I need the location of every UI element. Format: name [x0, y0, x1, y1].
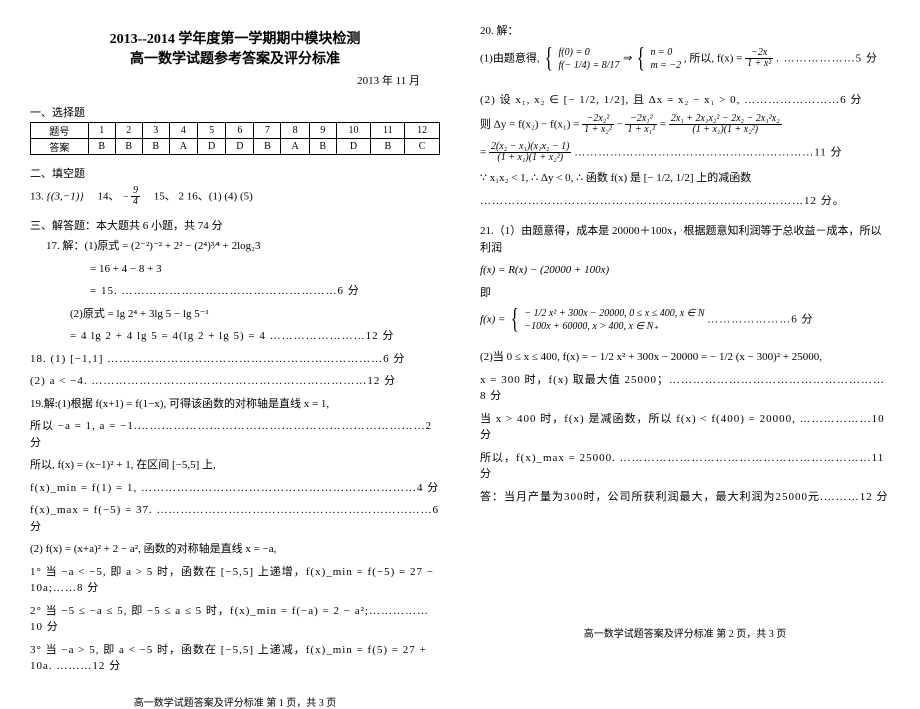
page-footer-right: 高一数学试题答案及评分标准 第 2 页，共 3 页: [480, 609, 890, 640]
table-row: 题号 1 2 3 4 5 6 7 8 9 10 11 12: [31, 123, 440, 139]
table-row: 答案 B B B A D D B A B D B C: [31, 139, 440, 155]
q21-line: x = 300 时，f(x) 取最大值 25000；………………………………………: [480, 372, 890, 405]
section-fill: 二、填空题: [30, 165, 440, 181]
q19-line: 1° 当 −a < −5, 即 a > 5 时，函数在 [−5,5] 上递增，f…: [30, 564, 440, 597]
q17-step: = 16 + 4 − 8 + 3: [30, 261, 440, 278]
q19-line: (2) f(x) = (x+a)² + 2 − a², 函数的对称轴是直线 x …: [30, 541, 440, 558]
exam-title-2: 高一数学试题参考答案及评分标准: [30, 48, 440, 68]
q20-p1: (1)由题意得, { f(0) = 0 f(− 1/4) = 8/17 ⇒ { …: [480, 46, 890, 72]
exam-title-1: 2013--2014 学年度第一学期期中模块检测: [30, 28, 440, 48]
brace-icon: {: [637, 46, 645, 71]
q19-line: 所以 −a = 1, a = −1.……………………………………………………………: [30, 418, 440, 451]
right-page: 20. 解： (1)由题意得, { f(0) = 0 f(− 1/4) = 8/…: [480, 20, 890, 640]
page-footer-left: 高一数学试题答案及评分标准 第 1 页，共 3 页: [30, 678, 440, 709]
left-page: 2013--2014 学年度第一学期期中模块检测 高一数学试题参考答案及评分标准…: [30, 20, 440, 640]
q20-head: 20. 解：: [480, 23, 890, 40]
q21-line: 21.（1）由题意得，成本是 20000＋100x，根据题意知利润等于总收益－成…: [480, 223, 890, 256]
q20-p2d-tail: ………………………………………………………………………12 分。: [480, 193, 890, 210]
q20-p2b: 则 Δy = f(x₂) − f(x₁) = −2x₂²1 + x₂² − −2…: [480, 114, 890, 136]
q20-p2a: (2) 设 x₁, x₂ ∈ [− 1/2, 1/2], 且 Δx = x₂ −…: [480, 92, 890, 109]
q17-part2: (2)原式 = lg 2⁴ + 3lg 5 − lg 5⁻¹: [30, 306, 440, 323]
brace-icon: {: [511, 307, 519, 332]
mc-table: 题号 1 2 3 4 5 6 7 8 9 10 11 12 答案 B B B A…: [30, 122, 440, 155]
q21-piecewise: f(x) = { − 1/2 x² + 300x − 20000, 0 ≤ x …: [480, 307, 890, 333]
q19-line: f(x)_min = f(1) = 1, ……………………………………………………: [30, 480, 440, 497]
q21-line: 当 x > 400 时，f(x) 是减函数，所以 f(x) < f(400) =…: [480, 411, 890, 444]
q17-step: = 4 lg 2 + 4 lg 5 = 4(lg 2 + lg 5) = 4 ……: [30, 328, 440, 345]
mc-answer-label: 答案: [31, 139, 89, 155]
fill-line: 13. {(3,−1)} 14、 −94 15、 2 16、(1) (4) (5…: [30, 186, 440, 208]
q18-1: 18. (1) [−1,1] ……………………………………………………………6 …: [30, 351, 440, 368]
q21-line: (2)当 0 ≤ x ≤ 400, f(x) = − 1/2 x² + 300x…: [480, 349, 890, 366]
section-mc: 一、选择题: [30, 104, 440, 120]
exam-date: 2013 年 11 月: [30, 72, 420, 88]
q20-p2c: = 2(x₂ − x₁)(x₁x₂ − 1)(1 + x₁)(1 + x₂²) …: [480, 142, 890, 164]
brace-icon: {: [545, 46, 553, 71]
q21-line: 所以，f(x)_max = 25000. ……………………………………………………: [480, 450, 890, 483]
frac-icon: −94: [122, 186, 140, 208]
section-long: 三、解答题：本大题共 6 小题，共 74 分: [30, 217, 440, 233]
mc-header-label: 题号: [31, 123, 89, 139]
q17-head: 17. 解：(1)原式 = (2⁻²)⁻² + 2² − (2⁴)³⁄⁴ + 2…: [30, 238, 440, 255]
q19-line: 19.解:(1)根据 f(x+1) = f(1−x), 可得该函数的对称轴是直线…: [30, 396, 440, 413]
q19-line: f(x)_max = f(−5) = 37. ………………………………………………: [30, 502, 440, 535]
q20-p2d: ∵ x₁x₂ < 1, ∴ Δy < 0, ∴ 函数 f(x) 是 [− 1/2…: [480, 170, 890, 187]
q19-line: 所以, f(x) = (x−1)² + 1, 在区间 [−5,5] 上,: [30, 457, 440, 474]
frac-icon: −2x 1 + x²: [745, 48, 773, 70]
q17-step: = 15. ………………………………………………6 分: [30, 283, 440, 300]
q18-2: (2) a < −4. ……………………………………………………………12 分: [30, 373, 440, 390]
q21-line: f(x) = R(x) − (20000 + 100x): [480, 262, 890, 279]
q19-line: 3° 当 −a > 5, 即 a < −5 时，函数在 [−5,5] 上递减，f…: [30, 642, 440, 675]
q19-line: 2° 当 −5 ≤ −a ≤ 5, 即 −5 ≤ a ≤ 5 时，f(x)_mi…: [30, 603, 440, 636]
q21-line: 即: [480, 285, 890, 302]
q21-line: 答：当月产量为300时，公司所获利润最大，最大利润为25000元.………12 分: [480, 489, 890, 506]
